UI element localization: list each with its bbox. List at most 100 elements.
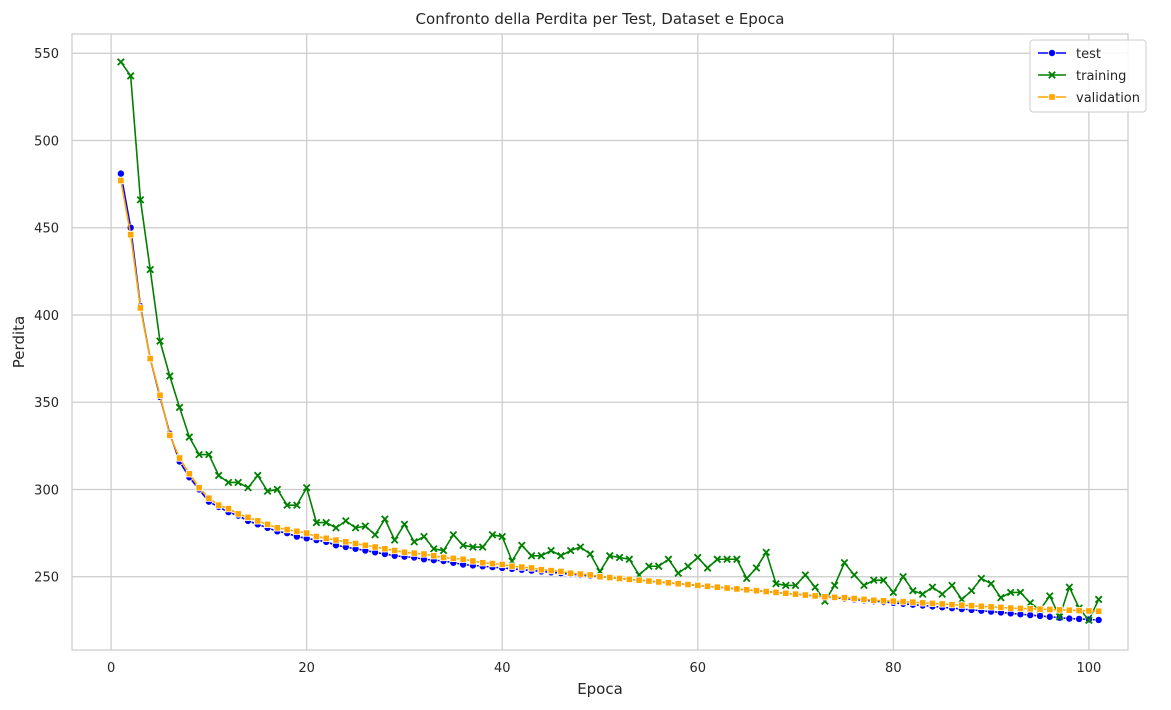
data-point-validation	[371, 543, 379, 551]
data-point-validation	[1046, 605, 1054, 614]
data-point-training	[400, 520, 409, 529]
data-point-training	[557, 551, 565, 560]
data-point-training	[146, 265, 155, 274]
data-point-training	[713, 555, 722, 564]
data-point-validation	[596, 573, 604, 581]
data-point-validation	[713, 583, 721, 591]
x-tick-label: 80	[885, 661, 902, 676]
data-point-training	[126, 72, 135, 80]
data-point-training	[293, 501, 301, 509]
data-point-training	[517, 541, 526, 550]
data-point-training	[332, 524, 340, 532]
data-point-training	[351, 524, 360, 532]
y-tick-label: 400	[34, 309, 59, 324]
data-point-training	[772, 579, 780, 588]
data-point-validation	[322, 534, 330, 542]
data-point-training	[1006, 588, 1015, 597]
data-point-validation	[743, 586, 751, 594]
data-point-validation	[185, 470, 193, 478]
data-point-training	[136, 195, 145, 204]
data-point-validation	[244, 513, 252, 521]
data-point-training	[488, 530, 497, 539]
grid	[72, 34, 1128, 650]
data-point-validation	[703, 582, 712, 590]
data-point-training	[967, 586, 976, 595]
data-point-validation	[801, 591, 809, 599]
data-point-validation	[420, 550, 428, 558]
data-point-validation	[967, 602, 976, 610]
data-point-training	[283, 501, 291, 509]
data-point-validation	[1085, 607, 1093, 615]
data-point-validation	[381, 545, 389, 553]
data-point-training	[615, 553, 624, 562]
data-point-training	[684, 562, 692, 571]
data-point-training	[791, 581, 800, 590]
data-point-training	[762, 548, 771, 557]
data-point-test	[1045, 612, 1054, 621]
data-point-validation	[175, 454, 184, 462]
legend-label: training	[1076, 69, 1126, 84]
data-point-validation	[479, 559, 487, 567]
data-point-training	[899, 572, 907, 581]
data-point-validation	[997, 603, 1005, 612]
data-point-validation	[224, 505, 233, 513]
data-point-validation	[1007, 604, 1015, 612]
data-point-validation	[439, 553, 448, 562]
data-point-validation	[156, 391, 164, 399]
data-point-validation	[870, 596, 878, 604]
data-point-validation	[166, 431, 174, 439]
data-point-validation	[518, 563, 526, 571]
data-point-validation	[459, 555, 467, 563]
data-point-validation	[899, 598, 907, 606]
x-tick-label: 40	[494, 661, 511, 676]
data-point-training	[830, 581, 839, 590]
data-point-validation	[850, 594, 858, 603]
series-training	[117, 58, 1103, 625]
data-point-training	[312, 518, 321, 527]
legend-item-training: training	[1038, 69, 1126, 84]
data-point-validation	[821, 593, 829, 601]
series-layer	[116, 58, 1103, 625]
data-point-validation	[635, 576, 643, 584]
data-point-validation	[195, 484, 203, 492]
data-point-validation	[831, 593, 839, 601]
data-point-validation	[1036, 605, 1044, 613]
data-point-validation	[606, 573, 614, 582]
data-point-validation	[303, 529, 311, 537]
data-point-training	[390, 536, 399, 544]
data-point-validation	[625, 575, 633, 583]
data-point-validation	[361, 541, 369, 549]
data-point-training	[948, 581, 956, 590]
data-point-training	[723, 555, 731, 564]
data-point-training	[410, 537, 419, 546]
x-tick-label: 100	[1076, 661, 1101, 676]
data-point-validation	[889, 597, 897, 605]
data-point-validation	[273, 524, 281, 532]
x-axis-label: Epoca	[577, 680, 623, 698]
data-point-training	[703, 564, 712, 572]
data-point-validation	[919, 599, 927, 607]
legend-label: validation	[1076, 91, 1140, 106]
data-point-validation	[312, 532, 321, 541]
data-point-training	[860, 581, 868, 590]
data-point-training	[586, 550, 595, 558]
data-point-training	[478, 543, 487, 551]
data-point-training	[439, 546, 448, 555]
data-point-validation	[547, 567, 555, 575]
y-tick-label: 500	[34, 134, 59, 149]
data-point-training	[205, 450, 213, 459]
y-axis-label: Perdita	[10, 316, 28, 368]
data-point-training	[1026, 599, 1035, 607]
data-point-validation	[684, 580, 692, 589]
data-point-validation	[1065, 606, 1073, 614]
data-point-training	[869, 576, 878, 585]
data-point-validation	[645, 577, 653, 585]
data-point-training	[361, 522, 370, 530]
plot-area-frame	[71, 33, 1129, 651]
data-point-training	[674, 569, 683, 578]
y-tick-labels: 250 300 350 400 450 500 550	[34, 47, 59, 586]
data-point-training	[781, 581, 790, 590]
data-point-training	[117, 58, 125, 66]
x-tick-label: 20	[298, 661, 315, 676]
